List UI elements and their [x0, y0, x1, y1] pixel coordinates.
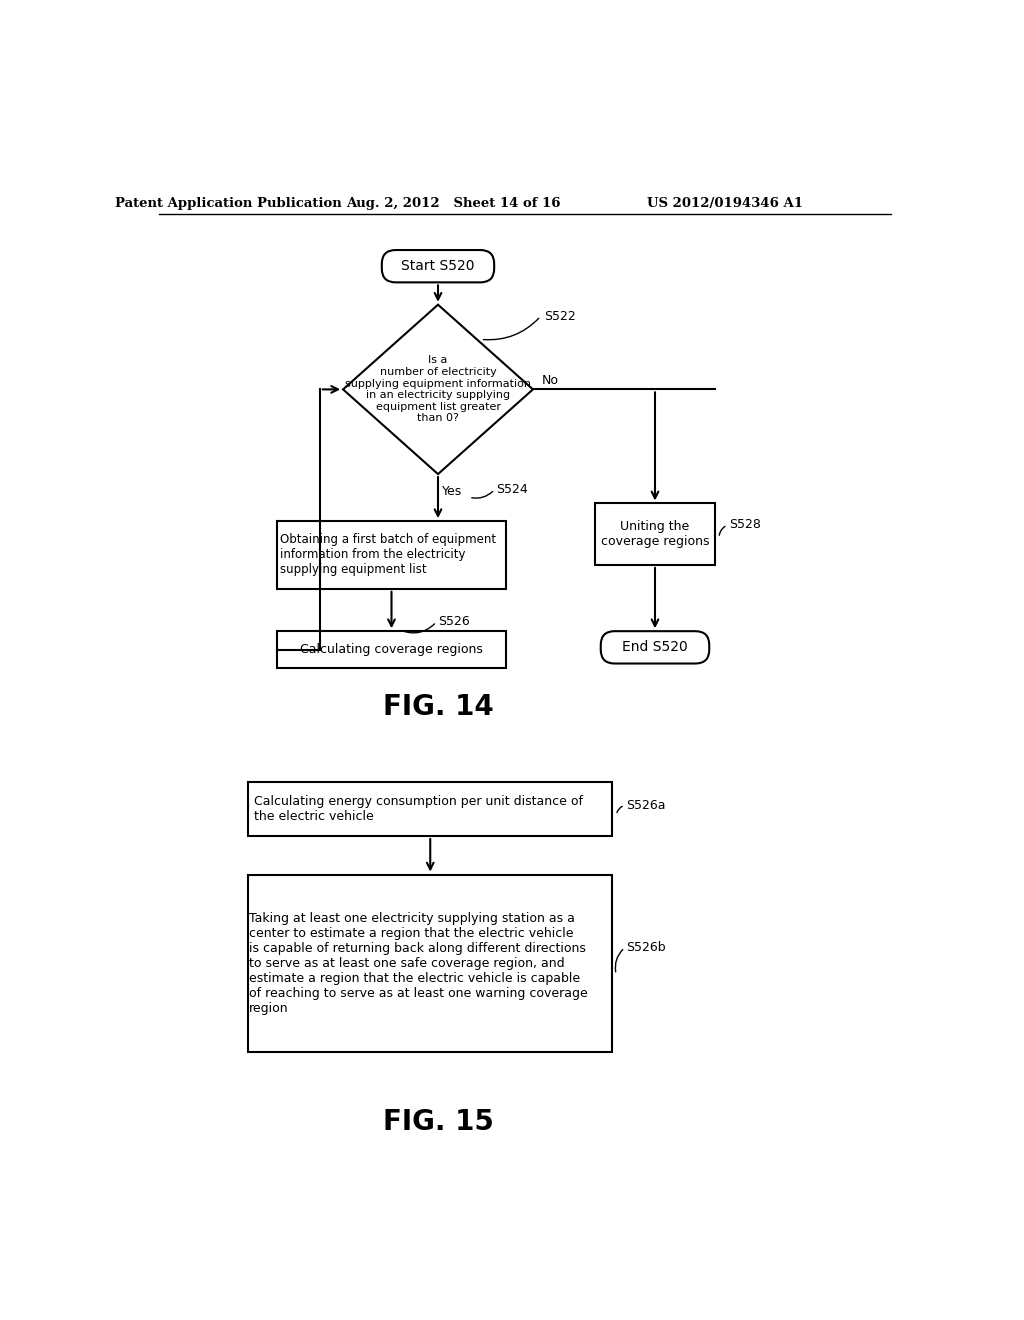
FancyBboxPatch shape — [382, 249, 495, 282]
Polygon shape — [343, 305, 532, 474]
Text: FIG. 14: FIG. 14 — [383, 693, 494, 721]
Text: Start S520: Start S520 — [401, 259, 475, 273]
Text: Aug. 2, 2012   Sheet 14 of 16: Aug. 2, 2012 Sheet 14 of 16 — [346, 197, 561, 210]
Text: Yes: Yes — [442, 484, 462, 498]
Text: Taking at least one electricity supplying station as a
center to estimate a regi: Taking at least one electricity supplyin… — [249, 912, 588, 1015]
Text: S526a: S526a — [627, 799, 666, 812]
FancyBboxPatch shape — [601, 631, 710, 664]
FancyBboxPatch shape — [278, 631, 506, 668]
Text: No: No — [543, 374, 559, 387]
Text: S526b: S526b — [627, 941, 666, 954]
FancyBboxPatch shape — [595, 503, 715, 565]
Text: Patent Application Publication: Patent Application Publication — [116, 197, 342, 210]
Text: Calculating energy consumption per unit distance of
the electric vehicle: Calculating energy consumption per unit … — [254, 795, 583, 824]
Text: Uniting the
coverage regions: Uniting the coverage regions — [601, 520, 710, 548]
FancyBboxPatch shape — [278, 521, 506, 589]
Text: Obtaining a first batch of equipment
information from the electricity
supplying : Obtaining a first batch of equipment inf… — [280, 533, 496, 577]
FancyBboxPatch shape — [248, 781, 612, 836]
Text: US 2012/0194346 A1: US 2012/0194346 A1 — [647, 197, 803, 210]
Text: Is a
number of electricity
supplying equipment information
in an electricity sup: Is a number of electricity supplying equ… — [345, 355, 531, 424]
Text: S528: S528 — [729, 519, 761, 532]
Text: S522: S522 — [545, 310, 577, 323]
Text: Calculating coverage regions: Calculating coverage regions — [300, 643, 483, 656]
FancyBboxPatch shape — [248, 875, 612, 1052]
Text: S524: S524 — [496, 483, 528, 496]
Text: S526: S526 — [438, 615, 470, 628]
Text: FIG. 15: FIG. 15 — [383, 1109, 494, 1137]
Text: End S520: End S520 — [623, 640, 688, 655]
